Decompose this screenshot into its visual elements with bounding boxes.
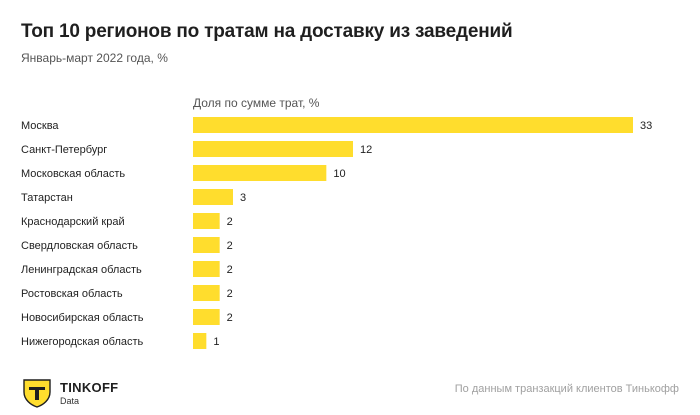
category-label: Свердловская область bbox=[21, 240, 138, 252]
bar bbox=[193, 117, 633, 133]
bar-value-label: 2 bbox=[227, 312, 233, 324]
bar bbox=[193, 261, 220, 277]
bar bbox=[193, 213, 220, 229]
category-label: Краснодарский край bbox=[21, 216, 125, 228]
category-label: Санкт-Петербург bbox=[21, 144, 107, 156]
bar bbox=[193, 309, 220, 325]
brand-name: TINKOFF bbox=[60, 380, 119, 395]
bar-value-label: 1 bbox=[213, 336, 219, 348]
bar-value-label: 2 bbox=[227, 216, 233, 228]
category-label: Новосибирская область bbox=[21, 312, 144, 324]
bar bbox=[193, 333, 207, 349]
bar-value-label: 2 bbox=[227, 264, 233, 276]
category-label: Ростовская область bbox=[21, 288, 123, 300]
bar-value-label: 2 bbox=[227, 240, 233, 252]
chart-subtitle: Январь-март 2022 года, % bbox=[21, 51, 168, 65]
bar bbox=[193, 165, 327, 181]
category-label: Татарстан bbox=[21, 192, 73, 204]
brand-subtitle: Data bbox=[60, 396, 80, 406]
bar bbox=[193, 285, 220, 301]
category-label: Московская область bbox=[21, 168, 125, 180]
tinkoff-shield-icon bbox=[23, 379, 51, 408]
chart-title: Топ 10 регионов по тратам на доставку из… bbox=[21, 21, 513, 42]
bar bbox=[193, 237, 220, 253]
source-note: По данным транзакций клиентов Тинькофф bbox=[454, 383, 679, 395]
category-label: Нижегородская область bbox=[21, 336, 144, 348]
bar-value-label: 10 bbox=[333, 168, 345, 180]
bar bbox=[193, 141, 353, 157]
series-label: Доля по сумме трат, % bbox=[193, 96, 320, 110]
bar-value-label: 3 bbox=[240, 192, 246, 204]
bar-value-label: 2 bbox=[227, 288, 233, 300]
category-label: Москва bbox=[21, 120, 59, 132]
bar-value-label: 33 bbox=[640, 120, 652, 132]
bar-value-label: 12 bbox=[360, 144, 372, 156]
bar bbox=[193, 189, 233, 205]
category-label: Ленинградская область bbox=[21, 264, 142, 276]
